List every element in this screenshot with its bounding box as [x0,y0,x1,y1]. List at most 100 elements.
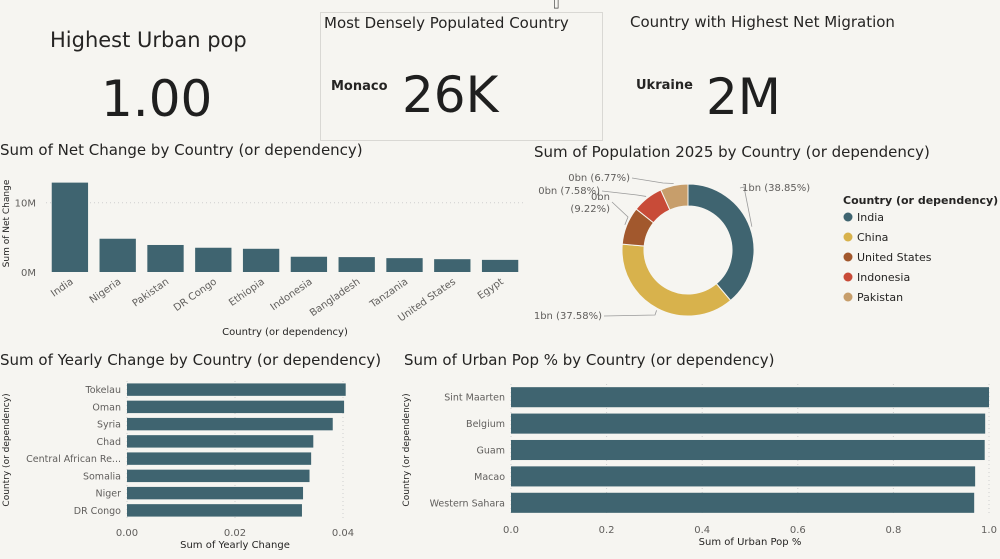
yearly-change-chart-title: Sum of Yearly Change by Country (or depe… [0,351,382,369]
bar-belgium [511,413,986,434]
bar-dr-congo [195,247,232,272]
leader-line [611,201,629,225]
y-tick-label: Sint Maarten [444,393,505,404]
x-tick-label: Bangladesh [308,276,362,319]
population-chart-title: Sum of Population 2025 by Country (or de… [534,143,930,161]
x-tick-label: 0.0 [503,525,519,536]
bar-pakistan [147,244,184,272]
slice-pakistan [660,183,689,211]
y-tick-label: Guam [477,446,505,457]
kpi-density-value: 26K [402,66,499,124]
kpi-urban-value: 1.00 [101,70,213,128]
bar-egypt [481,259,519,272]
x-tick-label: 0.4 [694,525,710,536]
kpi-density-card[interactable] [320,12,603,141]
leader-line [739,186,753,227]
more-options-icon[interactable]: ··· [580,0,594,8]
y-tick-label: Central African Re... [26,454,121,465]
bar-indonesia [290,256,328,272]
x-tick-label: 0.00 [116,528,138,539]
slice-label: 0bn [591,192,610,203]
pin-icon[interactable]: ▯ [553,0,560,10]
y-tick-label: Chad [96,437,121,448]
y-tick-label: 10M [15,199,36,210]
slice-china [621,243,732,317]
urban-pop-chart-title: Sum of Urban Pop % by Country (or depend… [404,351,775,369]
y-tick-label: Niger [95,489,121,500]
legend-title: Country (or dependency) [843,194,998,207]
legend-item: China [857,231,888,244]
legend-marker [843,252,853,262]
bar-central-african-re- [127,452,312,465]
bar-oman [127,400,345,414]
y-axis-label: Country (or dependency) [402,393,412,506]
bar-somalia [127,469,310,483]
x-tick-label: Indonesia [269,276,315,313]
y-tick-label: Belgium [466,419,505,430]
bar-tanzania [386,258,423,272]
x-tick-label: 1.0 [981,525,997,536]
x-tick-label: 0.6 [790,525,806,536]
y-tick-label: Tokelau [85,385,122,396]
x-tick-label: Nigeria [88,276,124,306]
x-tick-label: 0.04 [332,528,354,539]
y-axis-label: Country (or dependency) [2,393,12,506]
legend-item: India [857,211,884,224]
slice-label: 1bn (37.58%) [534,311,602,322]
kpi-urban-title: Highest Urban pop [50,28,247,52]
bar-ethiopia [242,248,280,272]
kpi-migration-value: 2M [706,68,781,126]
bar-syria [127,417,333,431]
legend-marker [843,232,853,242]
bar-tokelau [127,383,346,396]
y-tick-label: DR Congo [74,506,121,517]
bar-bangladesh [338,257,375,272]
slice-label: (9.22%) [570,204,610,215]
bar-chad [127,435,314,448]
x-tick-label: 0.02 [224,528,246,539]
kpi-migration-category: Ukraine [636,78,693,93]
kpi-migration-title: Country with Highest Net Migration [630,13,895,31]
slice-label: 0bn (7.58%) [538,186,600,197]
leader-line [631,177,674,184]
y-tick-label: Western Sahara [430,498,505,509]
y-tick-label: Oman [92,402,121,413]
bar-sint-maarten [511,387,989,408]
bar-india [51,182,89,272]
population-donut-chart: 1bn (38.85%) 1bn (37.58%) 0bn(9.22%) 0bn (7… [534,173,998,322]
slice-label: 1bn (38.85%) [742,183,810,194]
y-tick-label: 0M [21,268,36,279]
x-tick-label: Pakistan [131,276,172,309]
yearly-change-bar-chart: 0.00 0.02 0.04 Tokelau Oman Syria Chad Central … [2,381,354,551]
x-tick-label: Ethiopia [227,276,267,308]
net-change-chart-title: Sum of Net Change by Country (or depende… [0,141,363,159]
net-change-bar-chart: 0M 10M India Nigeria Pakistan DR Congo Ethiopi… [2,179,524,338]
x-tick-label: DR Congo [172,276,219,314]
kpi-density-category: Monaco [331,79,388,94]
y-tick-label: Syria [97,420,121,431]
x-tick-label: Egypt [476,276,506,302]
slice-india [687,183,755,302]
x-axis-label: Country (or dependency) [222,327,348,338]
x-axis-label: Sum of Urban Pop % [699,537,802,548]
bar-guam [511,439,985,461]
slice-label: 0bn (6.77%) [568,173,630,184]
legend-marker [843,292,853,302]
legend-marker [843,212,853,222]
bar-macao [511,466,976,487]
legend-item: Pakistan [857,291,903,304]
x-tick-label: 0.8 [885,525,901,536]
leader-line [601,190,647,197]
bar-united-states [434,259,471,272]
bar-western-sahara [511,492,975,513]
kpi-density-title: Most Densely Populated Country [324,14,569,32]
y-tick-label: Macao [474,472,505,483]
y-tick-label: Somalia [83,471,121,482]
urban-pop-bar-chart: 0.0 0.2 0.4 0.6 0.8 1.0 Sint Maarten Belgium Gua… [402,384,997,548]
x-tick-label: 0.2 [599,525,615,536]
x-tick-label: India [49,276,75,299]
x-tick-label: Tanzania [367,276,410,311]
bar-dr-congo [127,504,302,517]
legend-item: United States [857,251,932,264]
leader-line [603,310,657,317]
